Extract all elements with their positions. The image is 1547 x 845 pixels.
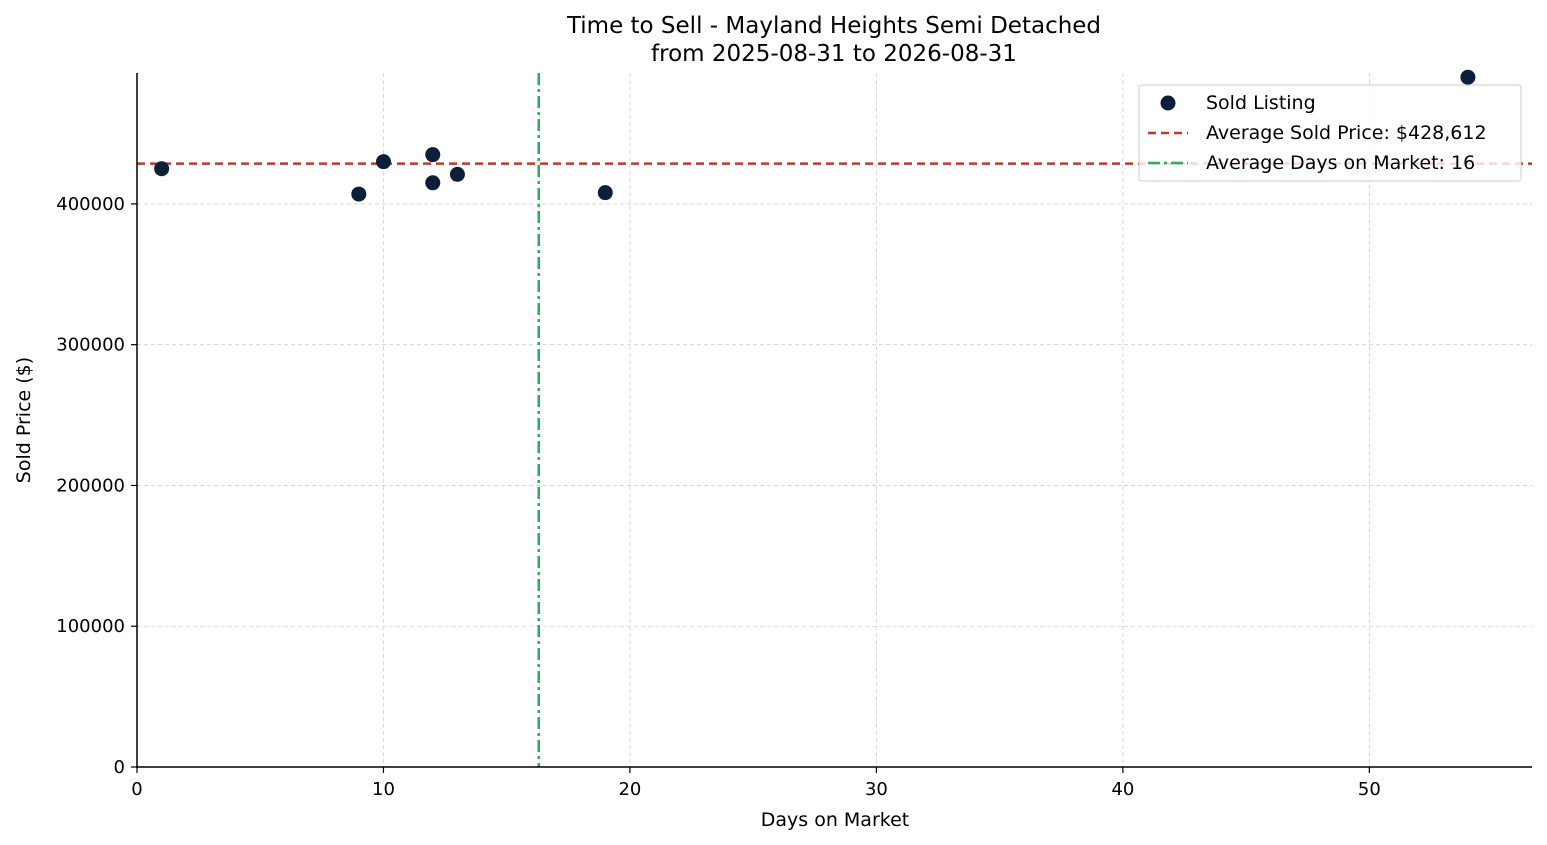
x-tick-label: 10 [372,779,395,800]
sold-listing-point [351,186,367,202]
legend: Sold Listing Average Sold Price: $428,61… [1138,84,1522,182]
x-tick-label: 0 [131,779,142,800]
x-tick-label: 50 [1358,779,1381,800]
sold-listing-point [425,175,441,191]
sold-listing-point [597,185,613,201]
x-ticks: 0 10 20 30 40 50 [131,767,1381,800]
legend-label-avg-days: Average Days on Market: 16 [1206,152,1475,174]
chart-subtitle: from 2025-08-31 to 2026-08-31 [651,41,1017,67]
sold-listing-point [425,147,441,163]
x-tick-label: 30 [865,779,888,800]
y-tick-label: 0 [114,757,125,778]
sold-listing-point [375,154,391,170]
legend-label-avg-price: Average Sold Price: $428,612 [1206,122,1487,144]
y-axis-label: Sold Price ($) [13,357,35,483]
sold-listing-point [449,166,465,182]
sold-listing-point [1460,69,1476,85]
y-tick-label: 300000 [56,335,125,356]
x-tick-label: 20 [618,779,641,800]
y-ticks: 0 100000 200000 300000 400000 [56,194,137,778]
legend-label-sold-listing: Sold Listing [1206,92,1316,114]
y-tick-label: 400000 [56,194,125,215]
grid-lines [137,73,1532,767]
y-tick-label: 200000 [56,475,125,496]
chart-title: Time to Sell - Mayland Heights Semi Deta… [566,13,1101,39]
scatter-points [154,69,1476,202]
x-axis-label: Days on Market [761,809,909,831]
sold-listing-point [154,161,170,177]
y-tick-label: 100000 [56,616,125,637]
axes [136,73,1532,768]
x-tick-label: 40 [1111,779,1134,800]
legend-box [1138,84,1522,182]
legend-marker-sold-listing [1160,95,1176,111]
